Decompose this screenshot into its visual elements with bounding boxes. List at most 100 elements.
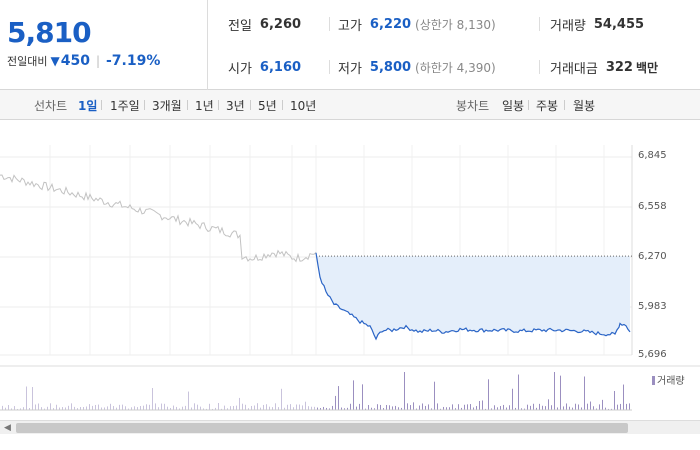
stat-value: 5,800 [369, 59, 412, 75]
volume-bar [395, 405, 396, 410]
intraday-chart: 6,845 6,558 6,270 5,983 5,696 거래량 [0, 120, 700, 420]
volume-bar [275, 403, 276, 410]
volume-bar [362, 384, 363, 410]
chart-scrollbar[interactable]: ◀ [0, 420, 700, 434]
volume-bar [374, 408, 375, 410]
tab-3month[interactable]: 3개월 [152, 99, 182, 113]
volume-bar [551, 405, 552, 410]
volume-bar [200, 406, 201, 410]
volume-bar [266, 404, 267, 410]
volume-bar [236, 405, 237, 410]
volume-bar [503, 404, 504, 410]
volume-bar [446, 407, 447, 410]
volume-bar [458, 404, 459, 410]
volume-bar [482, 400, 483, 410]
volume-bar [143, 405, 144, 410]
volume-bar [557, 407, 558, 410]
current-price-panel: 5,810 전일대비 ▼ 450 | -7.19% [0, 0, 208, 90]
divider [101, 100, 102, 110]
volume-bar [428, 404, 429, 410]
series-today-area [316, 252, 630, 340]
volume-bar [149, 404, 150, 410]
stat-label: 고가 [338, 18, 362, 34]
tab-1week[interactable]: 1주일 [110, 99, 140, 113]
volume-bar [17, 408, 18, 410]
volume-bar [245, 404, 246, 410]
volume-bar [11, 408, 12, 410]
volume-bar [239, 397, 240, 410]
tab-weekly-candle[interactable]: 주봉 [536, 99, 559, 113]
volume-bar [365, 408, 366, 410]
stat-amount: 거래대금 322 백만 [550, 57, 658, 77]
volume-bar [323, 406, 324, 410]
volume-bar [110, 403, 111, 410]
volume-bar [377, 404, 378, 410]
tab-10year[interactable]: 10년 [290, 99, 317, 113]
stat-value: 6,260 [259, 16, 302, 32]
volume-bar [380, 404, 381, 410]
y-tick-label: 6,845 [638, 150, 667, 161]
volume-bar [203, 408, 204, 410]
volume-bar [629, 403, 630, 410]
volume-bar [578, 404, 579, 410]
volume-bar [512, 388, 513, 410]
volume-bar [164, 403, 165, 410]
tab-5year[interactable]: 5년 [258, 99, 277, 113]
stat-label: 시가 [228, 61, 252, 77]
volume-bar [338, 386, 339, 410]
volume-bar [221, 408, 222, 410]
volume-bar [617, 404, 618, 410]
volume-bar [77, 408, 78, 410]
volume-legend-label: 거래량 [657, 376, 685, 387]
volume-bar [341, 407, 342, 410]
volume-bar [14, 406, 15, 410]
tab-1day[interactable]: 1일 [78, 99, 98, 113]
candle-chart-title: 봉차트 [456, 99, 490, 113]
volume-bar [335, 395, 336, 410]
lower-limit: (하한가 4,390) [415, 60, 496, 75]
volume-bar [173, 405, 174, 410]
volume-bar [461, 407, 462, 410]
volume-bar [485, 408, 486, 410]
current-price: 5,810 [7, 16, 92, 49]
volume-bar [137, 407, 138, 410]
volume-bar [179, 408, 180, 410]
volume-bar [53, 408, 54, 410]
volume-bar [248, 408, 249, 410]
volume-bar [35, 404, 36, 410]
chart-tabs: 선차트 1일 1주일 3개월 1년 3년 5년 10년 봉차트 일봉 주봉 월봉 [0, 90, 700, 120]
stat-volume: 거래량 54,455 [550, 14, 644, 34]
volume-bar [5, 407, 6, 410]
volume-bar [608, 408, 609, 410]
volume-bar [521, 408, 522, 410]
stat-prev-close: 전일 6,260 [228, 14, 301, 34]
volume-bar [146, 404, 147, 410]
volume-bar [620, 403, 621, 410]
scrollbar-thumb[interactable] [16, 423, 628, 433]
volume-bar [431, 408, 432, 410]
volume-bar [422, 403, 423, 410]
volume-bar [20, 408, 21, 410]
scroll-left-icon[interactable]: ◀ [4, 423, 11, 433]
volume-bar [320, 407, 321, 410]
volume-bar [497, 407, 498, 410]
volume-bar [218, 403, 219, 410]
volume-bar [290, 404, 291, 410]
volume-bar [398, 407, 399, 410]
tab-daily-candle[interactable]: 일봉 [502, 99, 525, 113]
volume-bar [407, 403, 408, 410]
volume-bar [626, 403, 627, 410]
stat-low: 저가 5,800 (하한가 4,390) [338, 57, 496, 77]
volume-bar [116, 407, 117, 410]
tab-3year[interactable]: 3년 [226, 99, 245, 113]
volume-bar [56, 404, 57, 410]
volume-bar [470, 404, 471, 410]
tab-1year[interactable]: 1년 [195, 99, 214, 113]
volume-bar [44, 408, 45, 410]
volume-bar [26, 386, 27, 410]
volume-bar [527, 404, 528, 410]
stat-label: 저가 [338, 61, 362, 77]
divider [528, 100, 529, 110]
volume-bar [233, 406, 234, 410]
tab-monthly-candle[interactable]: 월봉 [573, 99, 596, 113]
